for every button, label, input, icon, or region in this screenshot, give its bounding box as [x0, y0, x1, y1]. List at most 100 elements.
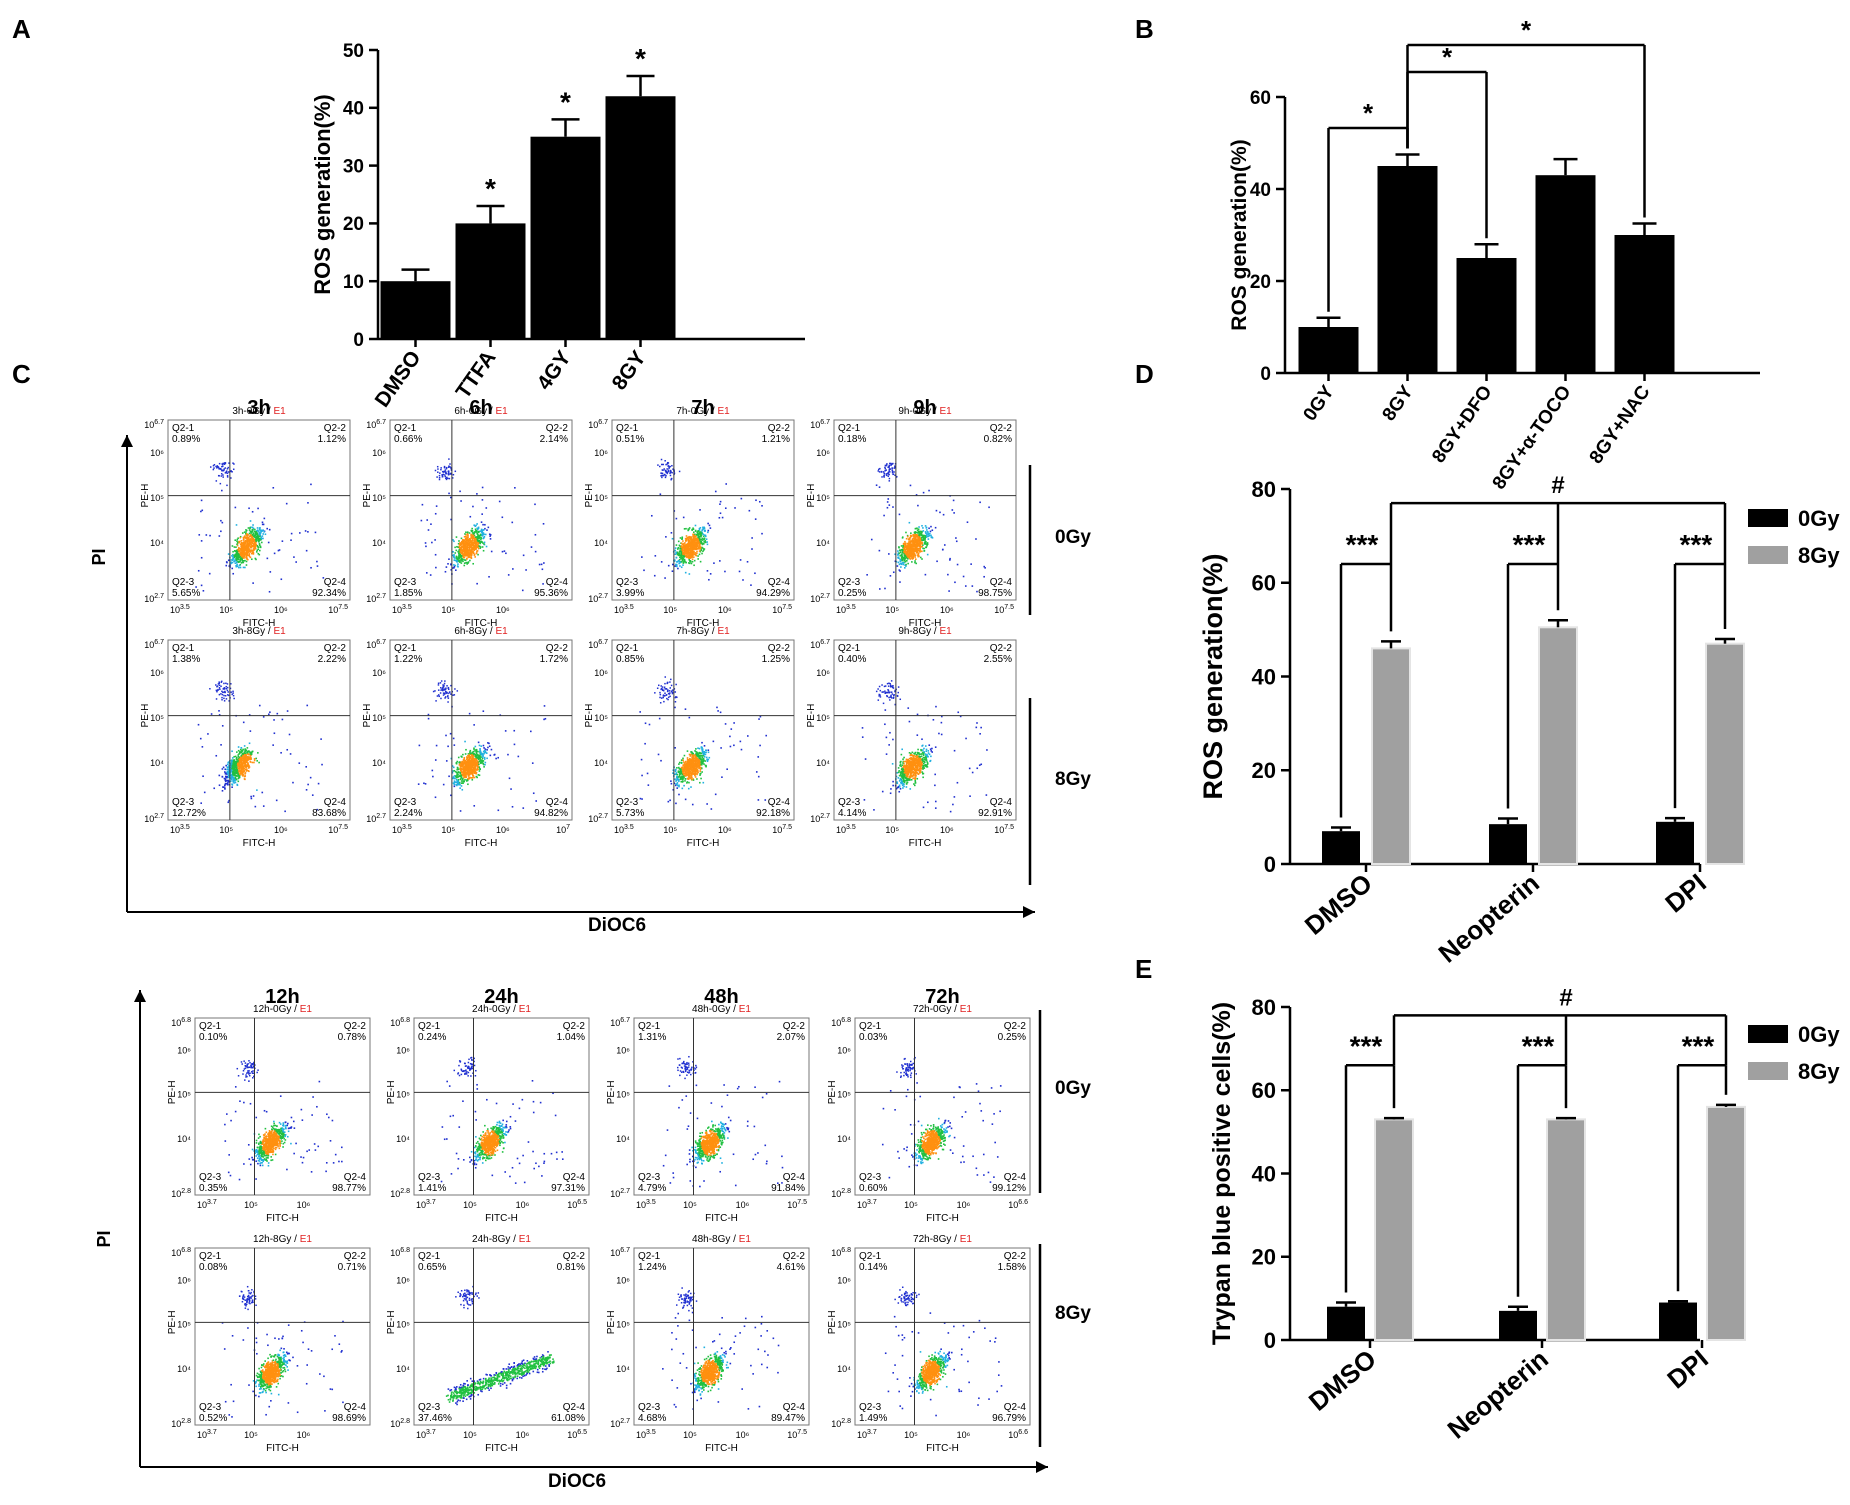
event-dot: [470, 764, 473, 766]
event-dot: [486, 529, 488, 531]
event-dot: [484, 751, 487, 754]
event-dot: [238, 767, 241, 769]
event-dot: [453, 553, 455, 556]
quadrant-name-4: Q2-4: [768, 577, 791, 588]
event-dot: [477, 761, 480, 763]
event-dot: [242, 759, 245, 762]
event-dot: [478, 539, 481, 542]
event-dot: [943, 544, 946, 546]
event-dot: [217, 688, 219, 691]
event-dot: [495, 757, 497, 760]
x-max-exp: 7.5: [1004, 604, 1014, 611]
event-dot: [483, 533, 485, 536]
event-dot: [543, 705, 546, 707]
event-dot: [434, 759, 437, 761]
event-dot: [244, 543, 247, 545]
event-dot: [452, 770, 454, 772]
y-max-base: 10: [810, 420, 820, 430]
event-dot: [253, 549, 256, 551]
event-dot: [242, 761, 245, 763]
event-dot: [489, 754, 492, 757]
y-max-label: 106.7: [810, 419, 830, 430]
event-dot: [887, 472, 889, 475]
event-dot: [207, 733, 209, 735]
event-dot: [224, 787, 226, 789]
event-dot: [251, 541, 253, 544]
event-dot: [455, 775, 457, 778]
event-dot: [453, 564, 455, 566]
event-dot: [457, 768, 460, 771]
event-dot: [242, 721, 245, 724]
event-dot: [240, 541, 243, 544]
event-dot: [254, 541, 257, 544]
event-dot: [254, 530, 256, 533]
event-dot: [243, 767, 246, 770]
event-dot: [907, 538, 910, 541]
event-dot: [236, 544, 239, 547]
event-dot: [702, 535, 705, 538]
event-dot: [288, 733, 291, 736]
event-dot: [477, 540, 479, 542]
y-tick-label: 20: [1252, 1245, 1276, 1270]
event-dot: [253, 534, 256, 537]
event-dot: [232, 690, 234, 693]
event-dot: [259, 545, 262, 548]
event-dot: [483, 753, 485, 755]
event-dot: [434, 539, 436, 541]
event-dot: [682, 547, 685, 549]
y-axis-name: PE-H: [140, 704, 151, 728]
event-dot: [453, 555, 455, 557]
event-dot: [251, 510, 254, 513]
event-dot: [468, 532, 471, 534]
event-dot: [467, 777, 469, 780]
event-dot: [439, 472, 441, 474]
event-dot: [669, 471, 672, 473]
event-dot: [260, 536, 262, 538]
event-dot: [878, 588, 881, 590]
event-dot: [699, 547, 702, 550]
event-dot: [436, 476, 438, 478]
event-dot: [473, 772, 476, 774]
event-dot: [930, 536, 933, 539]
event-dot: [915, 545, 918, 548]
event-dot: [224, 462, 227, 465]
event-dot: [669, 469, 672, 472]
event-dot: [226, 770, 229, 773]
event-dot: [671, 464, 673, 467]
x-axis-name: FITC-H: [465, 618, 498, 629]
event-dot: [448, 691, 451, 694]
event-dot: [224, 773, 227, 775]
event-dot: [225, 682, 227, 685]
event-dot: [721, 516, 724, 519]
event-dot: [472, 768, 475, 771]
event-dot: [475, 751, 478, 753]
event-dot: [464, 776, 467, 778]
event-dot: [309, 776, 312, 779]
event-dot: [222, 786, 224, 788]
event-dot: [228, 462, 230, 464]
event-dot: [909, 553, 911, 556]
event-dot: [246, 554, 248, 557]
event-dot: [900, 566, 902, 568]
y-tick-label: 60: [1252, 571, 1276, 596]
event-dot: [241, 749, 243, 752]
event-dot: [678, 550, 681, 553]
event-dot: [866, 574, 868, 576]
event-dot: [461, 552, 464, 555]
event-dot: [460, 562, 463, 564]
event-dot: [698, 545, 701, 547]
event-dot: [477, 527, 480, 530]
significance-label: *: [635, 43, 646, 74]
event-dot: [235, 767, 238, 770]
bracket-label: *: [1521, 15, 1532, 45]
event-dot: [669, 474, 672, 477]
event-dot: [229, 772, 232, 774]
scatter-points: [197, 680, 323, 813]
event-dot: [447, 686, 450, 689]
event-dot: [468, 554, 471, 557]
event-dot: [489, 538, 492, 540]
event-dot: [473, 762, 476, 765]
event-dot: [473, 545, 475, 548]
quadrant-value-4: 92.34%: [312, 588, 346, 599]
event-dot: [695, 537, 698, 540]
